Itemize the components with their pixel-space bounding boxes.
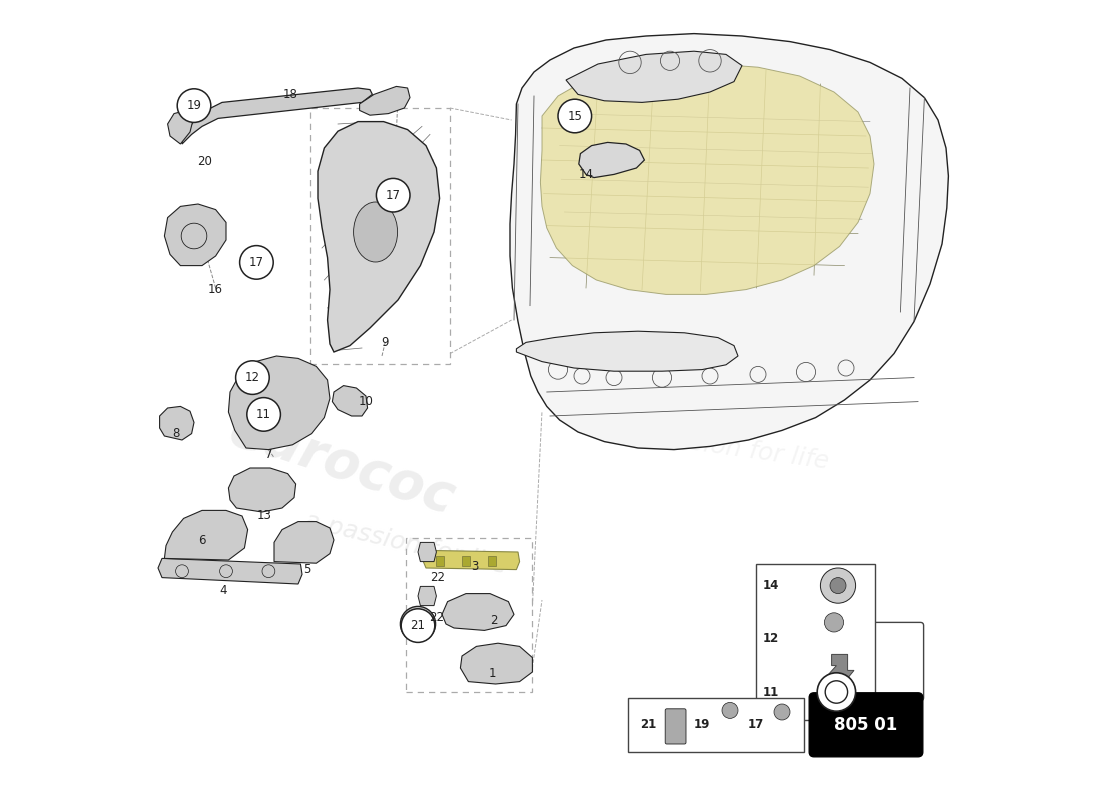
Circle shape bbox=[376, 178, 410, 212]
Polygon shape bbox=[164, 204, 226, 266]
Polygon shape bbox=[516, 331, 738, 371]
Circle shape bbox=[821, 568, 856, 603]
Circle shape bbox=[402, 609, 434, 642]
Polygon shape bbox=[160, 406, 194, 440]
Text: 14: 14 bbox=[579, 168, 594, 181]
Polygon shape bbox=[540, 64, 874, 294]
Polygon shape bbox=[182, 88, 373, 144]
Bar bbox=[462, 556, 470, 566]
Polygon shape bbox=[510, 34, 948, 450]
Text: 7: 7 bbox=[265, 448, 272, 461]
Bar bbox=[436, 556, 443, 566]
Text: 14: 14 bbox=[762, 579, 779, 592]
Circle shape bbox=[774, 704, 790, 720]
Circle shape bbox=[246, 398, 280, 431]
Polygon shape bbox=[418, 542, 437, 562]
Text: 15: 15 bbox=[568, 110, 582, 122]
Circle shape bbox=[817, 673, 856, 711]
Text: 3: 3 bbox=[471, 560, 478, 573]
Circle shape bbox=[722, 702, 738, 718]
Polygon shape bbox=[461, 643, 532, 684]
Polygon shape bbox=[822, 654, 854, 688]
Polygon shape bbox=[274, 522, 334, 563]
Polygon shape bbox=[158, 558, 302, 584]
Text: 22: 22 bbox=[429, 611, 444, 624]
Text: 21: 21 bbox=[410, 619, 426, 632]
Text: 13: 13 bbox=[257, 509, 272, 522]
Circle shape bbox=[558, 99, 592, 133]
Text: 17: 17 bbox=[249, 256, 264, 269]
Text: 10: 10 bbox=[359, 395, 373, 408]
Polygon shape bbox=[418, 586, 437, 606]
Ellipse shape bbox=[353, 202, 397, 262]
Text: 8: 8 bbox=[173, 427, 180, 440]
Circle shape bbox=[825, 681, 848, 703]
Text: 19: 19 bbox=[694, 718, 711, 731]
Text: a passion for life: a passion for life bbox=[621, 422, 830, 474]
Circle shape bbox=[177, 89, 211, 122]
Text: 4: 4 bbox=[220, 584, 228, 597]
Circle shape bbox=[240, 246, 273, 279]
Text: 19: 19 bbox=[187, 99, 201, 112]
Polygon shape bbox=[167, 110, 194, 144]
Polygon shape bbox=[360, 86, 410, 115]
Bar bbox=[488, 556, 496, 566]
Polygon shape bbox=[164, 510, 248, 560]
Text: 9: 9 bbox=[382, 336, 389, 349]
Text: 12: 12 bbox=[245, 371, 260, 384]
Text: 20: 20 bbox=[197, 155, 212, 168]
Text: 12: 12 bbox=[762, 632, 779, 645]
Text: 2: 2 bbox=[491, 614, 497, 626]
Text: 5: 5 bbox=[304, 563, 310, 576]
Polygon shape bbox=[229, 468, 296, 512]
Text: eurococ: eurococ bbox=[222, 403, 461, 525]
Text: 6: 6 bbox=[198, 534, 206, 547]
Circle shape bbox=[235, 361, 270, 394]
FancyBboxPatch shape bbox=[757, 564, 874, 720]
Text: 16: 16 bbox=[208, 283, 223, 296]
Circle shape bbox=[408, 614, 428, 634]
Text: 11: 11 bbox=[762, 686, 779, 698]
Text: 18: 18 bbox=[283, 88, 297, 101]
Text: 17: 17 bbox=[748, 718, 763, 731]
FancyBboxPatch shape bbox=[810, 693, 923, 757]
Text: 17: 17 bbox=[386, 189, 400, 202]
Text: 22: 22 bbox=[430, 571, 446, 584]
Polygon shape bbox=[579, 142, 645, 178]
Polygon shape bbox=[442, 594, 514, 630]
Polygon shape bbox=[566, 51, 742, 102]
Text: 1: 1 bbox=[488, 667, 496, 680]
Polygon shape bbox=[229, 356, 330, 450]
FancyBboxPatch shape bbox=[666, 709, 686, 744]
Circle shape bbox=[824, 613, 844, 632]
FancyBboxPatch shape bbox=[628, 698, 804, 752]
Text: a passion for life: a passion for life bbox=[302, 509, 509, 579]
Circle shape bbox=[400, 606, 436, 642]
Circle shape bbox=[830, 578, 846, 594]
Polygon shape bbox=[318, 122, 440, 352]
Text: eurococ: eurococ bbox=[606, 314, 846, 406]
Bar bbox=[821, 680, 862, 694]
Text: 21: 21 bbox=[640, 718, 657, 731]
Polygon shape bbox=[422, 550, 519, 570]
Text: 11: 11 bbox=[256, 408, 271, 421]
Text: 805 01: 805 01 bbox=[835, 716, 898, 734]
Polygon shape bbox=[332, 386, 367, 416]
